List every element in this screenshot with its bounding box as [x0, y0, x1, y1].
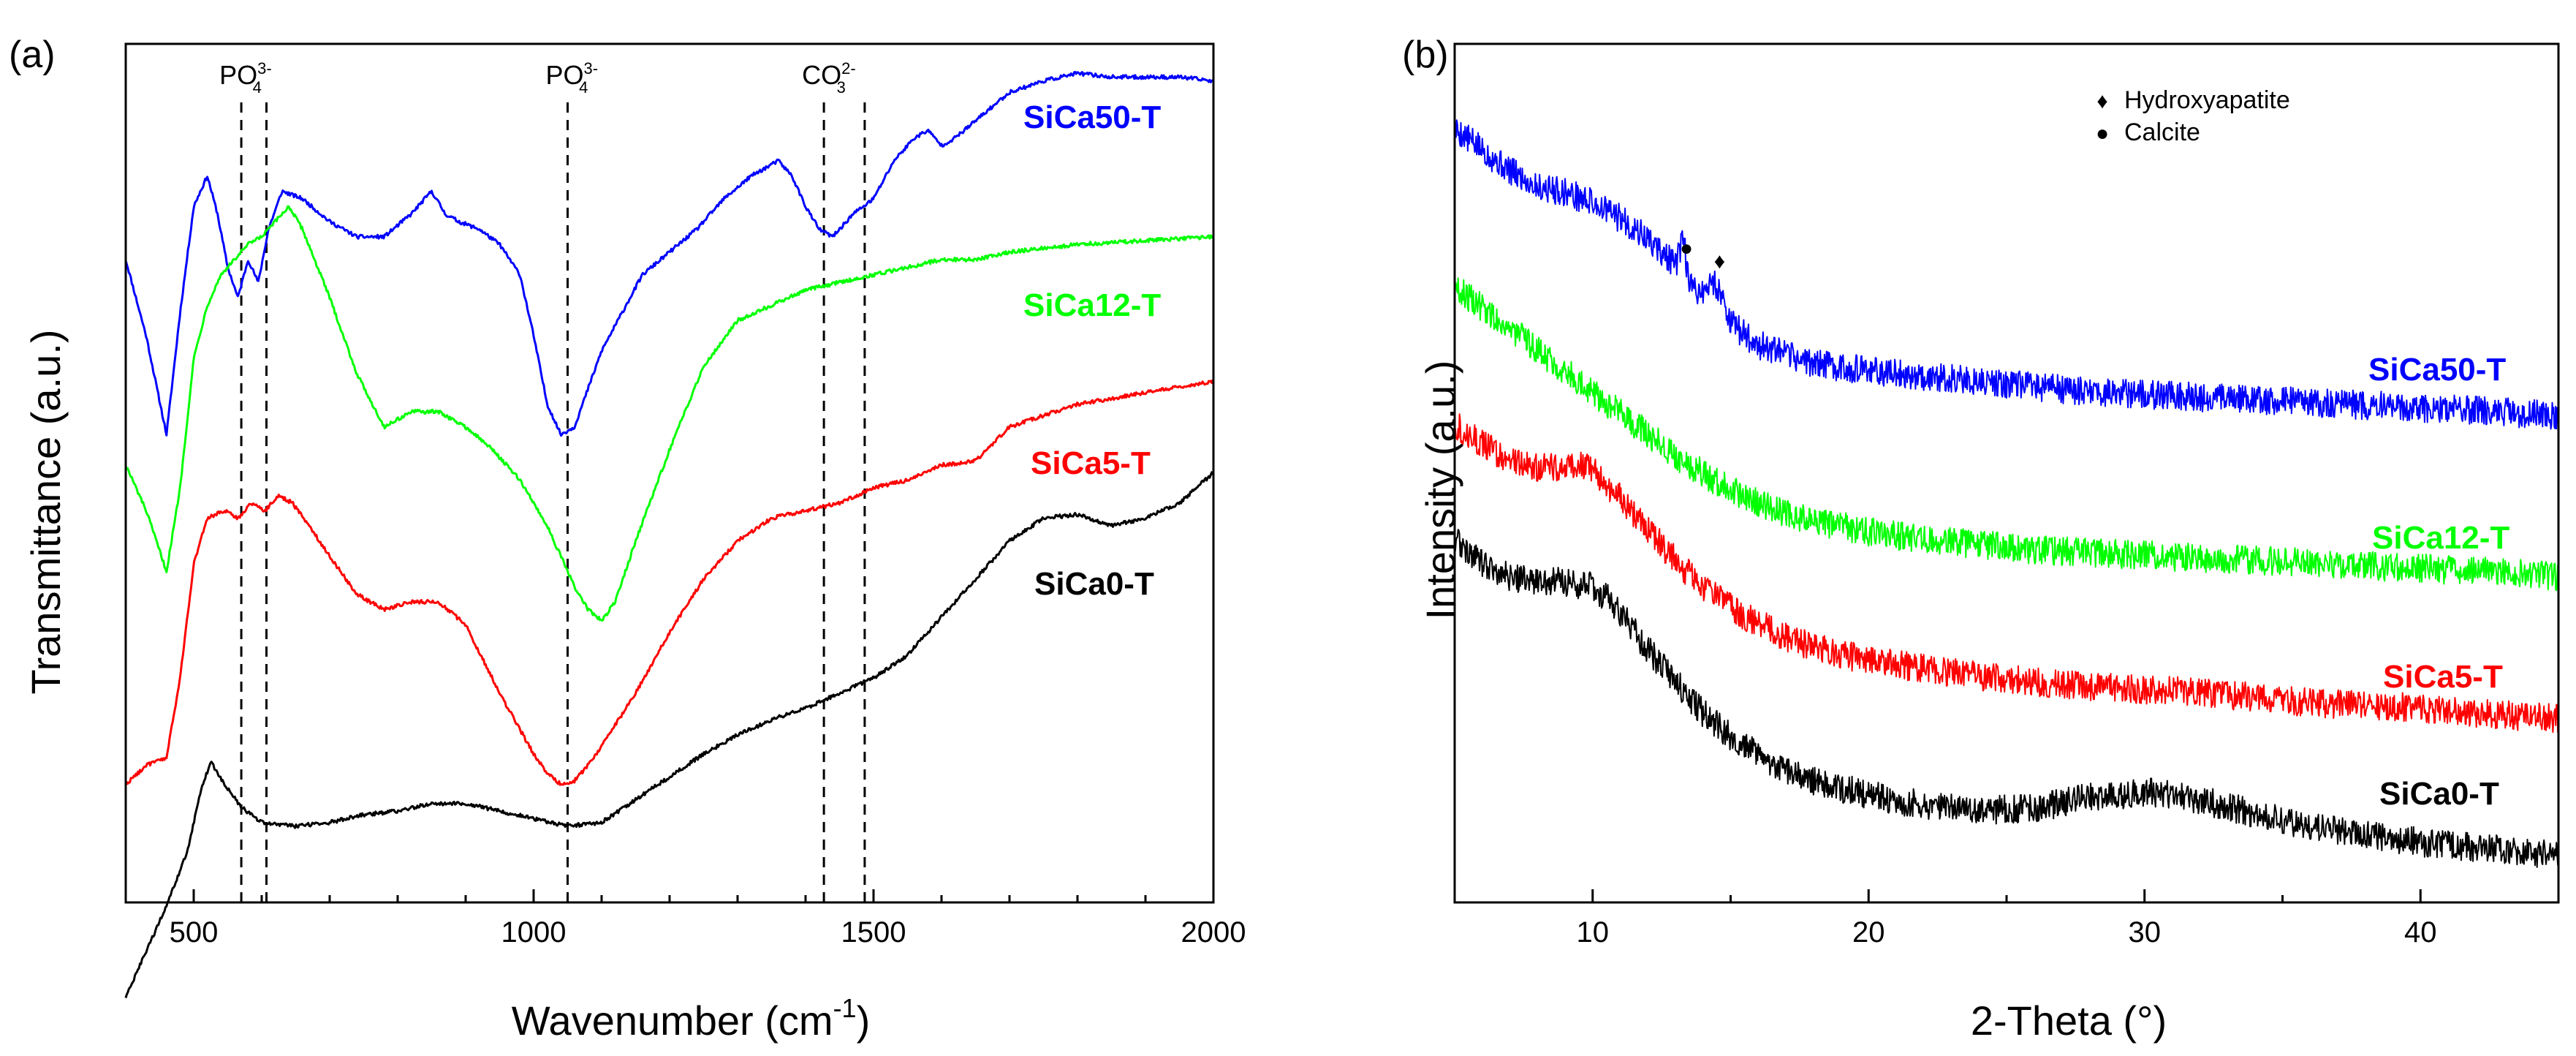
panel-a-reference-label: CO2-3: [802, 59, 856, 97]
panel-b-legend-symbol: ♦: [2096, 89, 2107, 113]
panel-b-series-line: [1454, 413, 2559, 733]
panel-b: (b) Intensity (a.u.) 2-Theta (°) SiCa50-…: [1402, 34, 2560, 1044]
panel-a-x-tick-label: 500: [170, 916, 219, 948]
panel-b-series-line: [1454, 119, 2559, 430]
panel-b-x-axis-label: 2-Theta (°): [1971, 997, 2167, 1044]
panel-a-reference-label: PO3-4: [546, 59, 599, 97]
panel-b-y-axis-label: Intensity (a.u.): [1417, 361, 1463, 620]
panel-b-series-line: [1454, 529, 2559, 868]
panel-a-series-line: [124, 379, 1214, 786]
panel-b-legend-label: Hydroxyapatite: [2124, 86, 2290, 114]
panel-b-series-label: SiCa0-T: [2379, 776, 2499, 812]
panel-a-series-line: [124, 471, 1214, 999]
panel-a-plot-frame: [124, 42, 1215, 904]
panel-b-series-label: SiCa5-T: [2383, 659, 2503, 695]
panel-b-x-tick-label: 30: [2129, 916, 2162, 948]
panel-a-series-label: SiCa0-T: [1034, 566, 1154, 602]
panel-a-label: (a): [9, 34, 56, 76]
panel-a-x-tick-label: 1500: [841, 916, 906, 948]
panel-b-series-line: [1454, 277, 2559, 592]
panel-b-plot-frame: [1453, 42, 2560, 904]
panel-b-x-tick-label: 20: [1852, 916, 1885, 948]
panel-b-legend-label: Calcite: [2124, 118, 2200, 146]
panel-b-legend-symbol: ●: [2096, 121, 2109, 146]
panel-a-series-label: SiCa50-T: [1023, 99, 1161, 135]
panel-a-series-line: [124, 70, 1213, 437]
panel-a-x-axis-label: Wavenumber (cm-1): [512, 993, 870, 1044]
panel-b-label: (b): [1402, 34, 1449, 76]
panel-b-peak-marker: ♦: [1714, 249, 1725, 274]
panel-a-x-tick-label: 1000: [501, 916, 567, 948]
panel-a-series-label: SiCa5-T: [1031, 445, 1151, 481]
panel-a-x-axis-label-main: Wavenumber (cm: [512, 997, 833, 1044]
panel-a-x-axis-label-end: ): [857, 997, 871, 1044]
panel-b-series-label: SiCa12-T: [2372, 520, 2509, 556]
panel-a: (a) Transmittance (a.u.) Wavenumber (cm-…: [9, 34, 1246, 1044]
panel-a-x-axis-label-sup: -1: [833, 993, 857, 1023]
panel-a-reference-label: PO3-4: [219, 59, 272, 97]
panel-a-x-tick-label: 2000: [1181, 916, 1246, 948]
panel-b-peak-marker: ●: [1680, 236, 1693, 260]
panel-b-x-tick-label: 40: [2404, 916, 2437, 948]
panel-b-x-tick-label: 10: [1577, 916, 1610, 948]
panel-a-series-label: SiCa12-T: [1023, 287, 1161, 323]
panel-b-series-label: SiCa50-T: [2368, 352, 2506, 388]
panel-a-y-axis-label: Transmittance (a.u.): [23, 330, 69, 695]
panel-a-series-line: [124, 205, 1214, 622]
